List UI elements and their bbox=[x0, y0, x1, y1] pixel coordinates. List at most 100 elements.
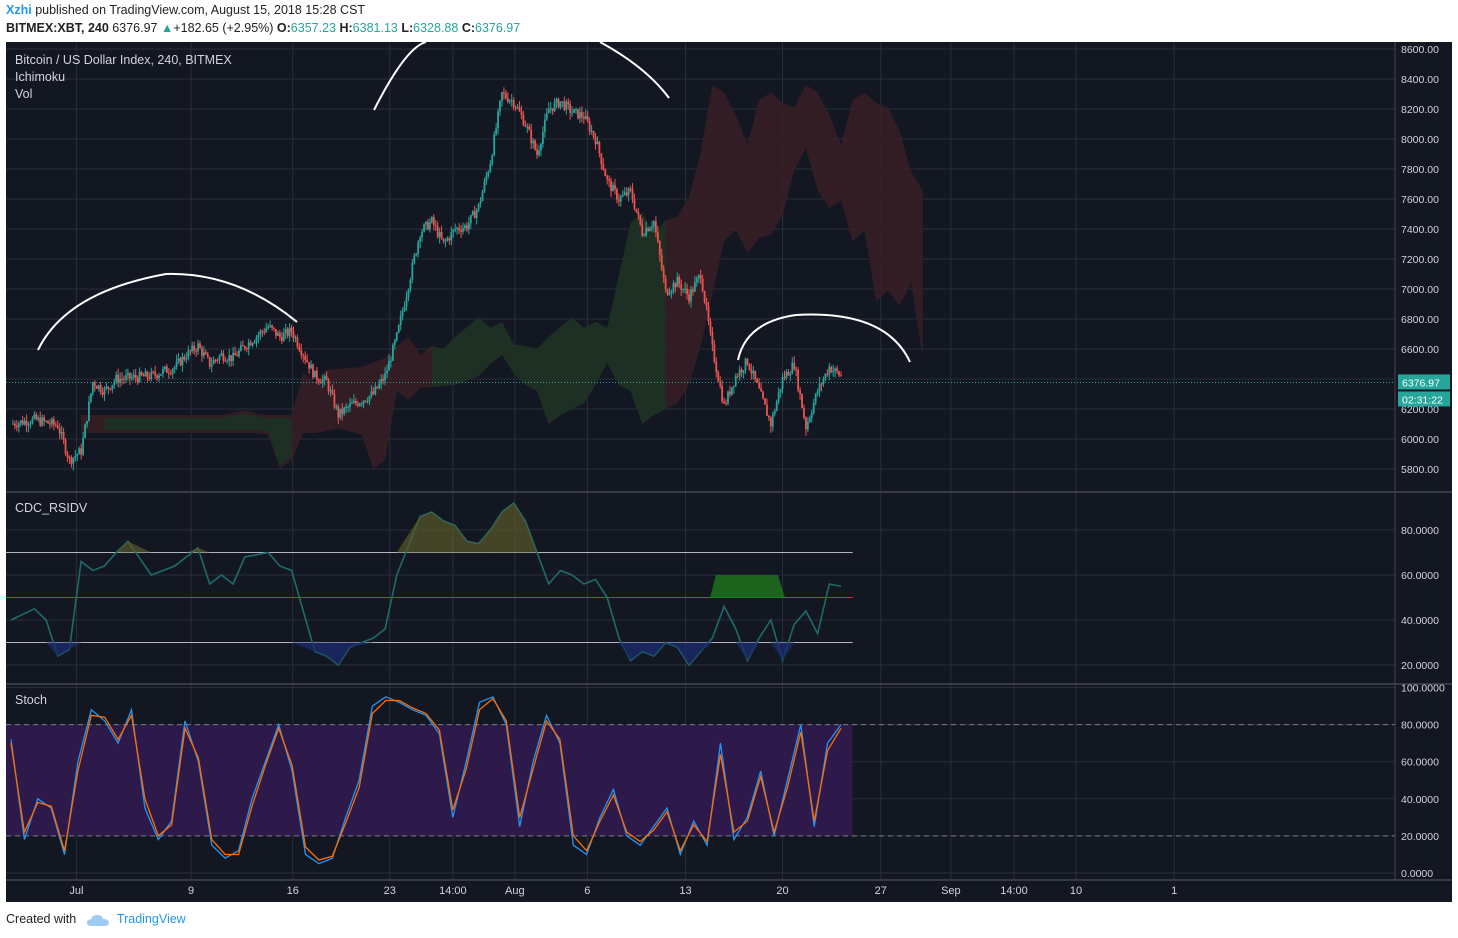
candle-body bbox=[315, 370, 318, 380]
candle-body bbox=[760, 388, 763, 392]
candle-body bbox=[534, 140, 537, 150]
candle-body bbox=[791, 362, 794, 374]
candle-body bbox=[532, 140, 535, 144]
candle-body bbox=[799, 390, 801, 394]
candle-body bbox=[723, 401, 725, 404]
candle-body bbox=[512, 100, 515, 107]
candle-body bbox=[432, 217, 435, 226]
candle-body bbox=[401, 311, 404, 316]
candle-body bbox=[160, 374, 162, 376]
high-label: H: bbox=[339, 21, 353, 35]
candle-body bbox=[674, 283, 677, 288]
candle-body bbox=[518, 107, 521, 112]
candle-body bbox=[296, 337, 299, 347]
candle-body bbox=[633, 199, 636, 209]
candle-body bbox=[183, 356, 186, 360]
candle-body bbox=[88, 401, 90, 421]
chart-frame[interactable]: 8600.00 8400.00 8200.00 8000.00 7800.00 7600.… bbox=[6, 42, 1452, 902]
candle-body bbox=[216, 359, 219, 361]
candle-body bbox=[388, 360, 390, 371]
candle-body bbox=[725, 403, 727, 405]
ichimoku-kumo bbox=[81, 85, 923, 469]
publish-info: published on TradingView.com, August 15,… bbox=[35, 3, 366, 17]
candle-body bbox=[540, 144, 542, 151]
time-tick-label: 27 bbox=[875, 885, 887, 897]
candle-body bbox=[660, 255, 663, 269]
last-price: 6376.97 bbox=[112, 21, 158, 35]
time-tick-label: Sep bbox=[941, 885, 961, 897]
candle-body bbox=[836, 368, 838, 372]
time-tick-label: 14:00 bbox=[1000, 885, 1028, 897]
candle-body bbox=[565, 101, 568, 110]
candle-body bbox=[563, 101, 566, 110]
candle-body bbox=[649, 228, 651, 231]
price-tick-label: 5800.00 bbox=[1401, 464, 1439, 476]
candle-body bbox=[838, 371, 840, 376]
candle-body bbox=[78, 448, 81, 455]
rsi-oversold-fill bbox=[642, 642, 654, 656]
candle-body bbox=[686, 288, 688, 295]
rsi-overbought-fill bbox=[525, 521, 538, 553]
candle-body bbox=[189, 350, 192, 352]
candle-body bbox=[602, 164, 605, 170]
rsi-overbought-fill bbox=[455, 525, 467, 553]
tradingview-cloud-icon bbox=[86, 914, 109, 926]
rsi-oversold-fill bbox=[689, 642, 701, 665]
candle-body bbox=[635, 208, 638, 212]
candle-body bbox=[208, 356, 211, 367]
candle-body bbox=[364, 400, 367, 402]
candle-body bbox=[504, 93, 507, 99]
candle-body bbox=[236, 355, 238, 357]
candle-body bbox=[742, 370, 745, 373]
candle-body bbox=[555, 99, 558, 103]
candle-body bbox=[510, 100, 513, 102]
candle-body bbox=[80, 448, 83, 455]
candle-body bbox=[353, 400, 355, 404]
candle-body bbox=[60, 432, 63, 434]
candle-body bbox=[51, 419, 53, 425]
time-tick-label: 13 bbox=[679, 885, 691, 897]
candle-body bbox=[179, 358, 182, 366]
candle-body bbox=[111, 385, 114, 390]
candle-body bbox=[329, 390, 332, 392]
candle-body bbox=[177, 358, 180, 361]
candle-body bbox=[288, 327, 291, 336]
candle-body bbox=[676, 276, 679, 288]
candle-body bbox=[812, 402, 815, 414]
candle-body bbox=[360, 403, 363, 405]
candle-body bbox=[571, 112, 574, 114]
candle-body bbox=[306, 359, 309, 363]
candle-body bbox=[705, 301, 708, 307]
candle-body bbox=[499, 100, 501, 112]
candle-body bbox=[84, 424, 86, 438]
candle-body bbox=[169, 373, 172, 375]
candle-body bbox=[212, 359, 215, 365]
tradingview-link[interactable]: TradingView bbox=[116, 912, 186, 926]
rsi-overbought-fill bbox=[478, 530, 491, 553]
price-tick-label: 7800.00 bbox=[1401, 164, 1439, 176]
candle-body bbox=[483, 181, 486, 192]
author-link[interactable]: Xzhi bbox=[6, 3, 32, 17]
price-tick-label: 6200.00 bbox=[1401, 404, 1439, 416]
candle-body bbox=[37, 417, 40, 420]
drawn-arc bbox=[599, 42, 670, 99]
candle-body bbox=[21, 420, 24, 425]
drawn-arc bbox=[373, 42, 427, 111]
candle-body bbox=[822, 379, 825, 385]
candle-body bbox=[734, 375, 737, 386]
rsi-oversold-fill bbox=[338, 642, 351, 665]
ichimoku-label: Ichimoku bbox=[15, 70, 65, 84]
candle-body bbox=[738, 369, 741, 377]
candle-body bbox=[475, 210, 478, 219]
candle-body bbox=[803, 408, 805, 418]
candle-body bbox=[64, 440, 67, 454]
candle-body bbox=[541, 131, 544, 145]
rsi-overbought-fill bbox=[431, 512, 444, 553]
candle-body bbox=[458, 227, 461, 231]
candle-body bbox=[323, 376, 326, 380]
candle-body bbox=[771, 414, 774, 427]
candle-body bbox=[528, 126, 531, 131]
close-value: 6376.97 bbox=[475, 21, 521, 35]
chart-canvas[interactable]: 8600.00 8400.00 8200.00 8000.00 7800.00 7600.… bbox=[6, 42, 1452, 902]
candle-body bbox=[768, 415, 770, 418]
